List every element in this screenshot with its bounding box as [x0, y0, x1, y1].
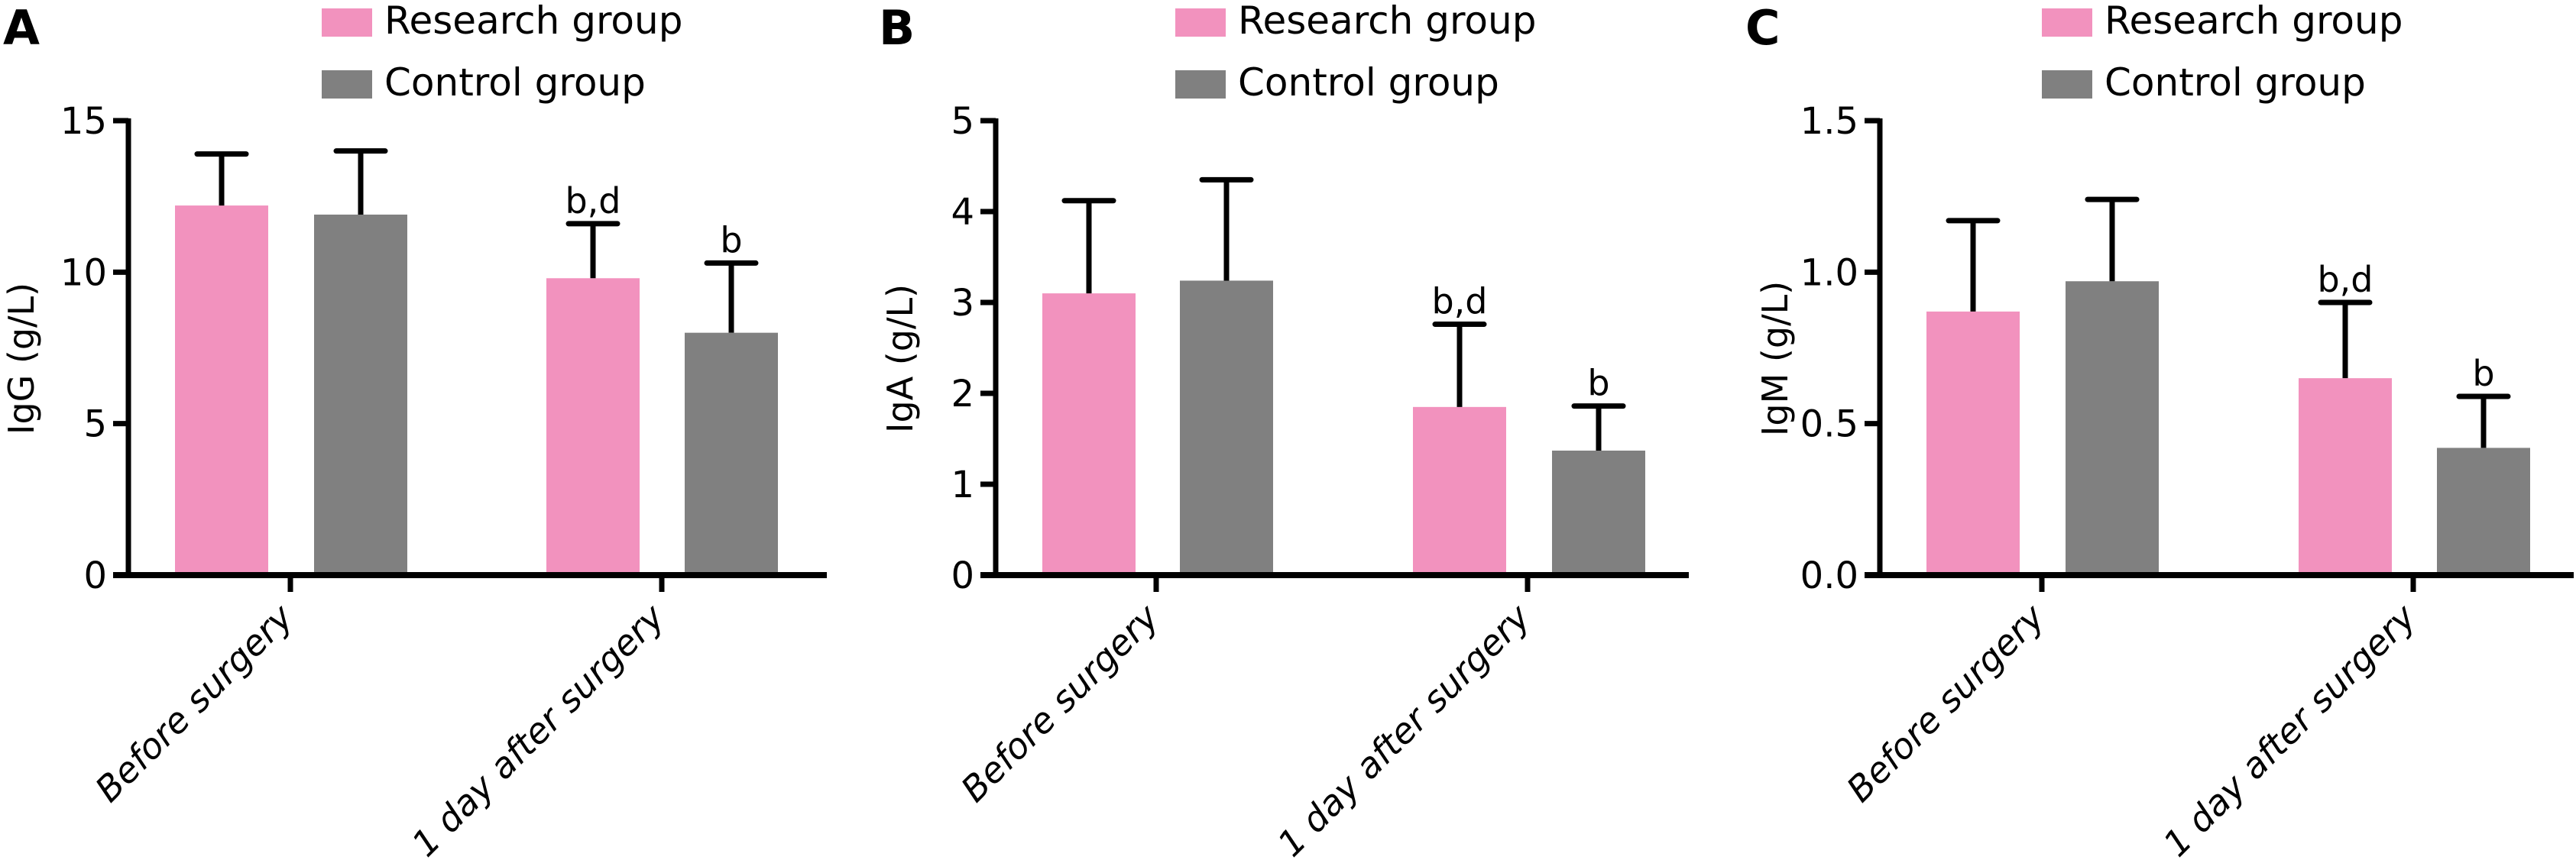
y-tick-label: 1.0: [1800, 251, 1858, 294]
bar-research-after: [546, 278, 640, 575]
bar-control-after: [1552, 450, 1645, 575]
legend-label: Research group: [1238, 0, 1536, 43]
legend-label: Control group: [1238, 60, 1499, 105]
panel-letter: B: [879, 0, 915, 56]
y-axis-title: IgA (g/L): [880, 284, 921, 433]
bar-control-after: [2437, 448, 2530, 575]
y-tick-label: 2: [951, 373, 974, 415]
y-tick-label: 10: [60, 251, 107, 294]
bar-control-before: [2066, 281, 2159, 575]
y-tick-label: 3: [951, 282, 974, 325]
y-tick-label: 0.5: [1800, 403, 1858, 446]
legend-label: Research group: [384, 0, 682, 43]
legend-swatch-control: [2042, 70, 2092, 99]
bar-control-before: [314, 214, 407, 575]
x-category-label: 1 day after surgery: [403, 596, 672, 860]
significance-label: b: [1587, 363, 1609, 404]
significance-label: b: [2472, 353, 2494, 394]
bar-control-before: [1180, 280, 1273, 575]
legend-swatch-control: [1175, 70, 1226, 99]
bar-research-before: [175, 205, 268, 575]
y-tick-label: 1.5: [1800, 100, 1858, 143]
y-axis-title: IgG (g/L): [1, 283, 42, 435]
significance-label: b: [720, 219, 742, 260]
bar-research-after: [1413, 406, 1506, 575]
bar-research-after: [2299, 378, 2392, 575]
legend-swatch-research: [322, 8, 372, 37]
panel-b: B Research group Control group b,d b 0 1 2 3 4 5 I…: [879, 0, 1689, 860]
legend-swatch-research: [1175, 8, 1226, 37]
y-axis-title: IgM (g/L): [1755, 281, 1796, 436]
significance-label: b,d: [1431, 281, 1487, 322]
x-category-label: Before surgery: [953, 596, 1167, 810]
legend-swatch-research: [2042, 8, 2092, 37]
y-tick-label: 0: [951, 554, 974, 597]
x-category-label: 1 day after surgery: [2155, 596, 2424, 860]
y-tick-label: 5: [951, 100, 974, 143]
panel-a: A Research group Control group b,d b 0 5 10 15 I…: [1, 0, 827, 860]
panel-c: C Research group Control group b,d b 0.0 0.5 1…: [1745, 0, 2574, 860]
legend-label: Research group: [2105, 0, 2403, 43]
x-category-label: Before surgery: [87, 596, 301, 810]
y-tick-label: 0: [83, 554, 107, 597]
panel-letter: A: [3, 0, 40, 56]
panel-letter: C: [1745, 0, 1781, 56]
y-tick-label: 0.0: [1800, 554, 1858, 597]
bar-control-after: [685, 332, 778, 575]
x-category-label: Before surgery: [1839, 596, 2053, 810]
legend-label: Control group: [2105, 60, 2366, 105]
legend-label: Control group: [384, 60, 646, 105]
significance-label: b,d: [565, 180, 621, 221]
y-tick-label: 1: [951, 464, 974, 506]
y-tick-label: 15: [60, 100, 107, 143]
y-tick-label: 5: [83, 403, 107, 446]
bar-research-before: [1042, 293, 1136, 575]
x-category-label: 1 day after surgery: [1269, 596, 1538, 860]
bar-research-before: [1926, 311, 2020, 575]
legend-swatch-control: [322, 70, 372, 99]
y-tick-label: 4: [951, 191, 974, 234]
significance-label: b,d: [2317, 259, 2373, 300]
